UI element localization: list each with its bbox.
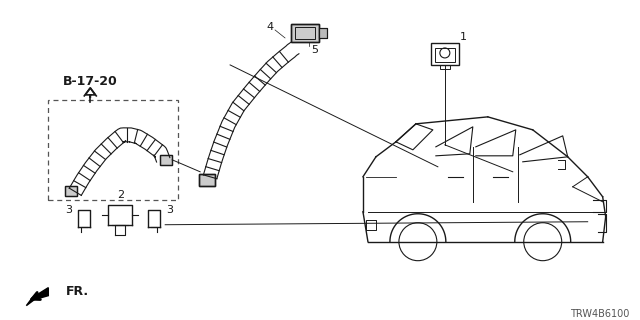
Text: TRW4B6100: TRW4B6100 <box>570 308 630 319</box>
Bar <box>199 174 215 186</box>
Bar <box>431 43 459 65</box>
Polygon shape <box>26 288 49 306</box>
Text: B-17-20: B-17-20 <box>63 76 118 88</box>
Text: 2: 2 <box>116 190 124 200</box>
Bar <box>440 65 450 69</box>
Bar <box>291 24 319 42</box>
Text: 3: 3 <box>166 205 173 215</box>
Bar <box>160 155 172 165</box>
Bar <box>160 155 172 165</box>
Bar <box>319 28 327 38</box>
Bar <box>199 174 215 186</box>
Text: 3: 3 <box>65 205 72 215</box>
Text: FR.: FR. <box>67 285 90 298</box>
Bar <box>65 186 77 196</box>
Bar <box>319 28 327 38</box>
Text: 5: 5 <box>312 45 319 55</box>
Bar <box>295 27 315 39</box>
Bar <box>291 24 319 42</box>
Bar <box>49 100 178 200</box>
Text: 4: 4 <box>266 22 274 32</box>
Bar <box>435 48 455 62</box>
Bar <box>65 186 77 196</box>
Text: 1: 1 <box>460 32 467 42</box>
